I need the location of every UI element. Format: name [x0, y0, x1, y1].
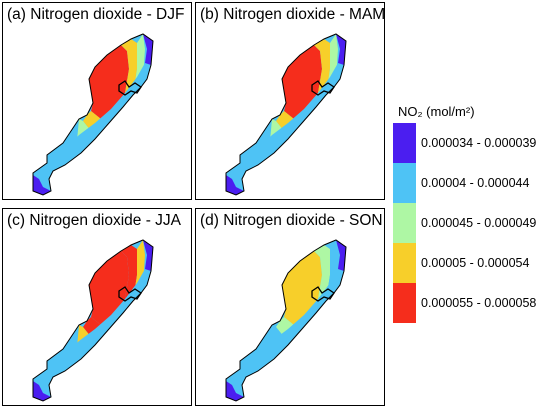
legend-row: 0.000034 - 0.000039: [393, 123, 550, 163]
legend-row: 0.00005 - 0.000054: [393, 243, 550, 283]
legend-swatch: [393, 163, 416, 203]
panel-title-jja: (c) Nitrogen dioxide - JJA: [7, 212, 182, 229]
map-panel-mam: (b) Nitrogen dioxide - MAM: [195, 2, 385, 200]
city-boundary: [118, 80, 142, 96]
city-boundary: [311, 80, 335, 96]
concentration-band: [232, 63, 344, 189]
panel-title-djf: (a) Nitrogen dioxide - DJF: [7, 6, 185, 23]
concentration-band: [39, 63, 151, 189]
legend-swatch: [393, 243, 416, 283]
legend-swatch: [393, 283, 416, 323]
legend: NO₂ (mol/m²) 0.000034 - 0.000039 0.00004…: [393, 104, 550, 323]
legend-label: 0.000055 - 0.000058: [421, 296, 537, 310]
no2-map-son: [225, 239, 347, 402]
legend-label: 0.000034 - 0.000039: [421, 136, 537, 150]
panel-title-son: (d) Nitrogen dioxide - SON: [200, 212, 383, 229]
city-boundary: [311, 286, 335, 302]
map-panel-djf: (a) Nitrogen dioxide - DJF: [2, 2, 192, 200]
legend-swatch: [393, 203, 416, 243]
legend-label: 0.00005 - 0.000054: [421, 256, 530, 270]
concentration-band: [39, 269, 151, 395]
legend-row: 0.00004 - 0.000044: [393, 163, 550, 203]
coastline-outline: [32, 33, 154, 196]
concentration-band: [232, 269, 344, 395]
legend-row: 0.000045 - 0.000049: [393, 203, 550, 243]
legend-row: 0.000055 - 0.000058: [393, 283, 550, 323]
map-panel-jja: (c) Nitrogen dioxide - JJA: [2, 208, 192, 406]
city-boundary: [118, 286, 142, 302]
no2-map-djf: [32, 33, 154, 196]
legend-label: 0.00004 - 0.000044: [421, 176, 530, 190]
legend-label: 0.000045 - 0.000049: [421, 216, 537, 230]
coastline-outline: [32, 239, 154, 402]
no2-map-jja: [32, 239, 154, 402]
coastline-outline: [225, 239, 347, 402]
panel-title-mam: (b) Nitrogen dioxide - MAM: [200, 6, 385, 23]
map-panel-son: (d) Nitrogen dioxide - SON: [195, 208, 385, 406]
legend-title: NO₂ (mol/m²): [398, 104, 475, 119]
legend-swatch: [393, 123, 416, 163]
coastline-outline: [225, 33, 347, 196]
no2-map-mam: [225, 33, 347, 196]
